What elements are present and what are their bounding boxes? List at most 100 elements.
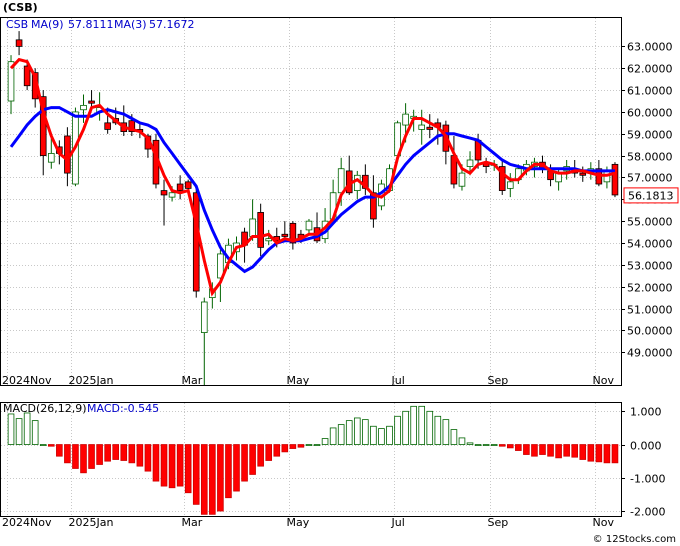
candle [15,31,23,56]
macd-bar-negative [120,444,128,461]
x-axis-label: 2025Jan [69,374,114,387]
x-axis-label: Mar [182,374,203,387]
macd-bar-negative [233,444,240,492]
x-axis-label: Mar [182,516,203,529]
macd-bar-positive [482,444,490,446]
price-tick-label: 63.0000 [627,41,673,54]
candle [80,94,87,123]
macd-bar-negative [160,444,168,487]
price-tick-label: 61.0000 [627,85,673,98]
last-price-tag: 56.1813 [623,187,679,204]
macd-bar-positive [353,417,361,445]
candle [217,249,224,302]
macd-bar-positive [394,415,401,445]
macd-bar-negative [531,444,538,457]
candle [506,173,514,198]
x-axis-label: May [287,374,310,387]
x-axis-label: 2024Nov [2,374,52,387]
candle-body-down [281,233,289,237]
legend-ma3-value: 57.1672 [149,18,195,31]
macd-bar-negative [289,444,297,449]
macd-bar-positive [426,410,434,445]
price-tick-label: 59.0000 [627,129,673,142]
candle-body-down [39,96,47,157]
price-tick-label: 58.0000 [627,151,673,164]
candle-body-down [498,166,506,191]
legend-symbol: CSB [6,18,28,31]
candle-body-down [23,65,31,87]
candle [176,175,184,200]
macd-bar-positive [410,405,417,445]
macd-bar-negative [587,444,595,462]
macd-bar-negative [297,444,305,448]
macd-bar-positive [466,442,474,445]
footer-watermark: © 12Stocks.com [593,534,676,545]
candle [281,221,289,239]
macd-params-label: MACD(26,12,9) [3,402,87,415]
candle-body-up [458,172,466,187]
macd-bar-negative [64,444,71,464]
x-axis-label: Sep [488,374,509,387]
macd-bar-negative [184,444,192,494]
candle-body-up [265,238,273,242]
candle-body-up [402,113,409,126]
macd-bar-negative [136,444,144,467]
candle [418,109,426,145]
macd-bar-positive [345,420,353,445]
candle-body-down [289,222,297,244]
candle-body-up [506,181,514,189]
macd-bar-negative [88,444,95,469]
macd-bar-negative [176,444,184,487]
macd-bar-negative [249,444,256,475]
macd-bar-negative [515,444,522,451]
macd-bar-negative [555,444,562,459]
macd-bar-positive [474,444,482,446]
x-axis-label: Nov [593,516,615,529]
candle-body-down [579,172,587,176]
macd-bar-negative [152,444,160,482]
macd-bar-positive [450,429,458,445]
candle [265,229,273,246]
macd-bar-positive [329,427,337,445]
macd-bar-negative [47,444,55,447]
x-axis-label: Sep [488,516,509,529]
candle-body-up [80,104,87,111]
macd-bar-negative [225,444,232,499]
macd-bar-positive [442,419,450,445]
candle-body-down [88,100,95,104]
candle-body-up [305,220,313,231]
macd-bar-positive [305,444,313,446]
price-tick-label: 54.0000 [627,238,673,251]
candle [7,55,15,115]
macd-bar-positive [418,405,426,445]
x-axis-label: May [287,516,310,529]
candle-body-down [611,163,619,196]
macd-bar-negative [506,444,514,449]
candle-body-up [418,124,426,130]
price-plot-frame [0,17,622,386]
candle-body-down [176,183,184,191]
candle-body-up [217,253,224,279]
candle [88,90,95,108]
candle-body-down [257,212,264,248]
macd-bar-positive [321,438,329,445]
price-tick-label: 55.0000 [627,216,673,229]
price-tick-label: 52.0000 [627,282,673,295]
price-tick-label: 51.0000 [627,304,673,317]
x-axis-label: 2025Jan [69,516,114,529]
candle-body-up [168,192,176,198]
macd-tick-label: 1.000 [630,406,662,419]
macd-bar-positive [434,415,442,445]
macd-bar-negative [547,444,554,457]
macd-bar-negative [595,444,603,463]
macd-bar-negative [523,444,530,455]
candle-body-up [7,61,15,102]
candle-body-down [104,122,111,130]
candle-body-up [47,153,55,163]
price-x-labels: 2024Nov 2025Jan Mar May Jul Sep Nov [2,374,614,387]
macd-legend: MACD(26,12,9) MACD:-0.545 [3,402,159,415]
price-tick-label: 62.0000 [627,63,673,76]
macd-bar-negative [603,444,611,464]
last-price-box [623,187,679,204]
